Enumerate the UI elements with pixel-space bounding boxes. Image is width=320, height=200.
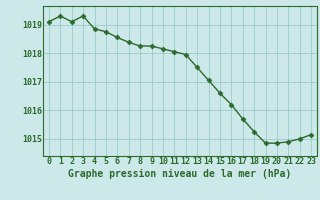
X-axis label: Graphe pression niveau de la mer (hPa): Graphe pression niveau de la mer (hPa) bbox=[68, 169, 292, 179]
